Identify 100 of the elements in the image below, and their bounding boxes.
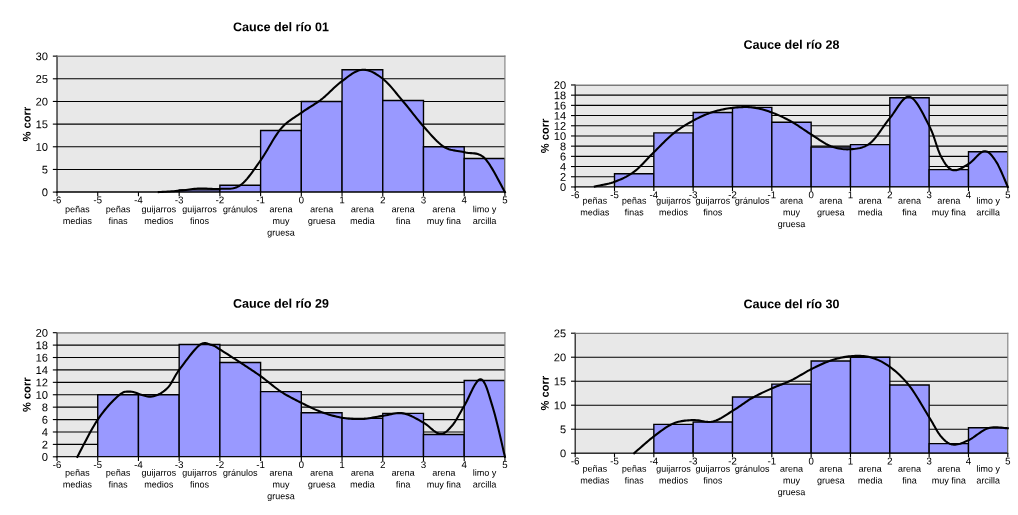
y-tick-label: 2 <box>42 440 48 449</box>
y-tick-label: 25 <box>554 329 566 338</box>
x-tick-label: 3 <box>926 191 932 199</box>
category-label: arena fina <box>898 198 922 216</box>
y-tick-label: 4 <box>42 428 48 437</box>
y-tick-label: 10 <box>36 143 48 151</box>
category-label: arena muy gruesa <box>267 207 295 238</box>
category-label: arena fina <box>391 470 415 488</box>
x-tick-label: 2 <box>380 461 385 469</box>
category-label: guijarros medios <box>656 465 691 484</box>
y-axis-title: % corr <box>22 377 31 412</box>
category-label: arena fina <box>898 466 922 484</box>
x-tick-label: 0 <box>808 457 814 465</box>
category-label: peñas finas <box>106 205 131 225</box>
category-label: limo y arcilla <box>473 205 497 225</box>
category-label: arena media <box>858 198 883 216</box>
x-tick-label: -1 <box>767 457 776 465</box>
y-tick-label: 12 <box>36 378 48 387</box>
y-tick-label: 16 <box>36 353 48 362</box>
category-label: gránulos <box>735 197 770 206</box>
category-label: arena gruesa <box>308 470 336 490</box>
y-tick-label: 18 <box>36 341 48 350</box>
x-tick-label: -3 <box>175 461 184 469</box>
x-tick-label: 1 <box>340 461 345 469</box>
y-tick-label: 25 <box>36 75 48 83</box>
x-tick-label: -5 <box>610 457 619 465</box>
chart-title: Cauce del río 30 <box>744 299 839 309</box>
y-tick-label: 20 <box>36 97 48 106</box>
y-tick-label: 6 <box>42 415 48 424</box>
x-tick-label: 4 <box>461 196 467 204</box>
category-label: peñas finas <box>106 469 131 488</box>
category-label: gránulos <box>223 205 258 215</box>
y-tick-label: 18 <box>554 91 566 100</box>
x-tick-label: -4 <box>134 461 143 469</box>
category-label: peñas medias <box>580 465 610 484</box>
x-tick-label: 1 <box>340 196 345 204</box>
x-tick-label: -1 <box>256 461 265 469</box>
x-tick-label: -5 <box>610 191 619 199</box>
y-tick-label: 2 <box>560 173 566 181</box>
x-tick-label: -2 <box>216 461 224 469</box>
y-axis-title: % corr <box>540 118 549 153</box>
y-tick-label: 14 <box>554 111 566 120</box>
category-label: arena media <box>350 207 375 225</box>
x-tick-label: 0 <box>299 196 304 204</box>
category-label: arena muy fina <box>427 207 461 226</box>
category-label: arena muy fina <box>427 470 461 490</box>
category-label: peñas finas <box>622 197 647 216</box>
x-tick-label: -4 <box>649 457 658 465</box>
y-tick-label: 8 <box>42 403 48 412</box>
category-label: arena muy fina <box>932 466 966 486</box>
x-tick-label: -1 <box>767 191 776 199</box>
x-tick-label: -6 <box>571 457 580 465</box>
category-label: arena muy gruesa <box>267 470 295 502</box>
chart-title: Cauce del río 28 <box>744 39 840 49</box>
x-tick-label: 0 <box>808 191 814 199</box>
y-tick-label: 20 <box>554 353 566 362</box>
category-label: peñas medias <box>63 205 92 225</box>
x-tick-label: 2 <box>380 196 385 204</box>
y-tick-label: 10 <box>554 401 566 410</box>
y-tick-label: 0 <box>560 449 566 458</box>
category-label: limo y arcilla <box>976 197 1000 216</box>
y-tick-label: 10 <box>36 391 48 399</box>
x-tick-label: -5 <box>93 461 102 469</box>
y-axis-title: % corr <box>22 106 31 142</box>
category-label: arena gruesa <box>817 466 845 486</box>
category-label: arena muy gruesa <box>778 198 806 229</box>
x-tick-label: 2 <box>887 191 893 199</box>
category-label: guijarros finos <box>182 469 217 488</box>
chart-title: Cauce del río 29 <box>233 298 329 308</box>
x-tick-label: -2 <box>216 196 224 204</box>
x-tick-label: -4 <box>134 196 143 204</box>
x-tick-label: 1 <box>848 457 853 465</box>
x-tick-label: -2 <box>728 457 737 465</box>
y-axis-title: % corr <box>540 376 549 411</box>
x-tick-label: 3 <box>421 461 426 469</box>
category-label: limo y arcilla <box>976 465 1000 484</box>
y-tick-label: 4 <box>560 162 566 171</box>
chart-title: Cauce del río 01 <box>233 21 329 32</box>
y-tick-label: 15 <box>36 120 48 129</box>
y-tick-label: 14 <box>36 366 48 374</box>
x-tick-label: 5 <box>502 196 508 204</box>
y-tick-label: 30 <box>36 52 48 61</box>
category-label: arena gruesa <box>817 198 845 218</box>
y-tick-label: 5 <box>42 165 48 174</box>
category-label: arena gruesa <box>308 207 336 226</box>
category-label: guijarros finos <box>695 465 730 484</box>
x-tick-label: 5 <box>502 461 508 469</box>
x-tick-label: 3 <box>421 196 426 204</box>
x-tick-label: 2 <box>887 457 893 465</box>
y-tick-label: 8 <box>560 142 566 151</box>
x-tick-label: 3 <box>926 457 932 465</box>
y-tick-label: 15 <box>554 377 566 386</box>
category-label: arena media <box>350 470 375 488</box>
x-tick-label: 4 <box>966 457 971 465</box>
x-tick-label: 4 <box>461 461 467 469</box>
category-label: limo y arcilla <box>473 469 497 488</box>
y-tick-label: 10 <box>554 132 566 141</box>
category-label: guijarros finos <box>695 197 730 216</box>
category-label: guijarros medios <box>656 197 691 216</box>
category-label: arena media <box>858 466 883 484</box>
